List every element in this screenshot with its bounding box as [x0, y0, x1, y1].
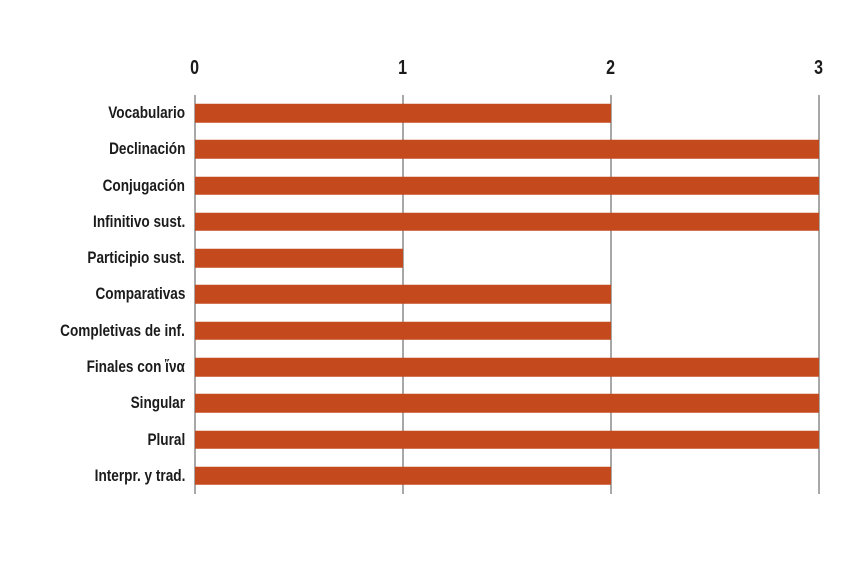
category-label: Completivas de inf.: [0, 313, 185, 349]
category-label: Plural: [0, 421, 185, 457]
x-axis-tick-0: 0: [165, 56, 225, 80]
category-label-text: Plural: [147, 429, 185, 449]
category-label-text: Declinación: [108, 139, 185, 159]
chart-row: Comparativas: [0, 276, 850, 312]
chart-row: Participio sust.: [0, 240, 850, 276]
bar-comparativas: [195, 285, 611, 304]
category-label-text: Infinitivo sust.: [92, 211, 185, 231]
chart-row: Infinitivo sust.: [0, 204, 850, 240]
category-label-text: Interpr. y trad.: [94, 465, 185, 485]
category-label-text: Completivas de inf.: [60, 320, 185, 340]
x-axis-tick-label: 3: [814, 57, 824, 79]
gridline-2: [610, 95, 612, 494]
x-axis-tick-3: 3: [789, 56, 849, 80]
bar-completivas-de-inf: [195, 321, 611, 340]
bar-interpr-y-trad: [195, 466, 611, 486]
x-axis-tick-label: 2: [606, 57, 616, 79]
category-label: Conjugación: [0, 168, 185, 204]
bar-conjugaci-n: [195, 176, 819, 195]
bar-singular: [195, 394, 819, 413]
category-label: Interpr. y trad.: [0, 458, 185, 494]
x-axis-tick-label: 1: [398, 57, 408, 79]
gridline-3: [818, 95, 820, 494]
category-label: Infinitivo sust.: [0, 204, 185, 240]
chart-row: Declinación: [0, 131, 850, 167]
bar-finales-con: [195, 357, 819, 377]
chart-row: Interpr. y trad.: [0, 458, 850, 494]
category-label-text: Vocabulario: [108, 103, 185, 123]
category-label: Singular: [0, 385, 185, 421]
chart-row: Finales con ἵνα: [0, 349, 850, 385]
category-label-text: Singular: [130, 393, 185, 413]
bar-participio-sust: [195, 248, 403, 268]
category-label-text: Comparativas: [95, 284, 185, 304]
bar-vocabulario: [195, 103, 611, 123]
category-label: Declinación: [0, 131, 185, 167]
bar-infinitivo-sust: [195, 212, 819, 232]
category-label-text: Conjugación: [102, 175, 185, 195]
chart-row: Singular: [0, 385, 850, 421]
chart-row: Plural: [0, 421, 850, 457]
x-axis-tick-2: 2: [581, 56, 641, 80]
category-label: Vocabulario: [0, 95, 185, 131]
chart-row: Vocabulario: [0, 95, 850, 131]
category-label-text: Participio sust.: [87, 248, 186, 268]
category-label: Finales con ἵνα: [0, 349, 185, 385]
chart-row: Conjugación: [0, 168, 850, 204]
x-axis-tick-label: 0: [190, 57, 200, 79]
category-label: Participio sust.: [0, 240, 186, 276]
chart-row: Completivas de inf.: [0, 313, 850, 349]
bar-plural: [195, 430, 819, 449]
chart-rows: Vocabulario Declinación Conjugación Infinit…: [0, 95, 850, 494]
category-label-text: Finales con ἵνα: [86, 357, 185, 377]
bar-declinaci-n: [195, 140, 819, 159]
x-axis-tick-1: 1: [373, 56, 433, 80]
category-label: Comparativas: [0, 276, 185, 312]
